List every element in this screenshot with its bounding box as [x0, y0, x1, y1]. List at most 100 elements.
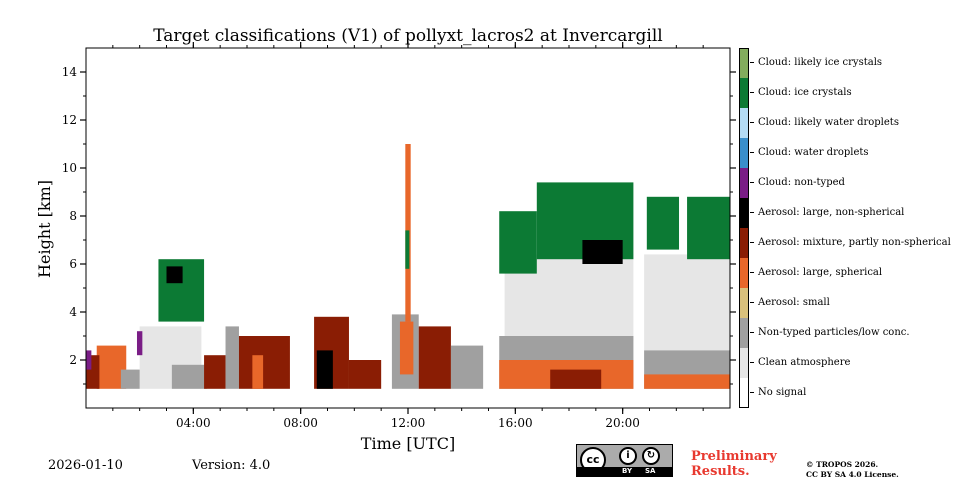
- legend-swatch: [739, 228, 749, 258]
- legend-item: Aerosol: small: [739, 288, 959, 318]
- y-tick-label: 10: [62, 161, 77, 175]
- legend-tick: [750, 212, 754, 213]
- y-tick-label: 6: [69, 257, 77, 271]
- y-tick-label: 12: [62, 113, 77, 127]
- class-region-8: [225, 326, 239, 389]
- class-region-12: [316, 350, 333, 389]
- x-tick-label: 12:00: [391, 416, 426, 430]
- class-region-32: [136, 331, 143, 356]
- x-tick-label: 08:00: [283, 416, 318, 430]
- legend-swatch: [739, 318, 749, 348]
- legend-label: Aerosol: small: [758, 297, 830, 308]
- x-tick-label: 04:00: [176, 416, 211, 430]
- legend-tick: [750, 302, 754, 303]
- preliminary-line-1: Preliminary: [691, 449, 777, 464]
- legend-item: Cloud: water droplets: [739, 138, 959, 168]
- footer-date: 2026-01-10: [48, 458, 123, 473]
- class-region-27: [644, 254, 730, 365]
- preliminary-line-2: Results.: [691, 464, 750, 479]
- legend-label: Cloud: likely water droplets: [758, 117, 899, 128]
- y-tick-label: 2: [69, 353, 77, 367]
- attribution-icon: i: [619, 447, 637, 465]
- legend-label: Aerosol: large, spherical: [758, 267, 883, 278]
- legend-swatch: [739, 288, 749, 318]
- colorbar-legend: Cloud: likely ice crystals Cloud: ice cry…: [739, 48, 959, 408]
- class-region-3: [166, 266, 183, 284]
- class-region-16: [418, 326, 451, 389]
- y-tick-label: 4: [69, 305, 77, 319]
- x-axis-label: Time [UTC]: [361, 434, 455, 453]
- legend-item: Aerosol: large, spherical: [739, 258, 959, 288]
- legend-swatch: [739, 108, 749, 138]
- class-region-15: [399, 321, 414, 375]
- legend-tick: [750, 272, 754, 273]
- y-tick-label: 8: [69, 209, 77, 223]
- x-axis: 04:00 08:00 12:00 16:00 20:00: [112, 42, 704, 430]
- legend-tick: [750, 392, 754, 393]
- legend-tick: [750, 152, 754, 153]
- legend-label: Aerosol: mixture, partly non-spherical: [758, 237, 951, 248]
- class-region-31: [687, 196, 730, 260]
- legend-label: Cloud: non-typed: [758, 177, 845, 188]
- legend-tick: [750, 92, 754, 93]
- class-region-26: [582, 240, 623, 264]
- footer-version: Version: 4.0: [192, 458, 271, 473]
- cc-sa-label: SA: [645, 467, 656, 475]
- class-region-7: [204, 355, 226, 389]
- legend-swatch: [739, 48, 749, 78]
- class-region-17: [450, 345, 484, 389]
- legend-item: Cloud: likely ice crystals: [739, 48, 959, 78]
- legend-swatch: [739, 198, 749, 228]
- copyright-line-2: CC BY SA 4.0 License.: [806, 470, 899, 479]
- copyright-line-1: © TROPOS 2026.: [806, 460, 879, 469]
- legend-item: Cloud: ice crystals: [739, 78, 959, 108]
- legend-swatch: [739, 78, 749, 108]
- legend-item: Clean atmosphere: [739, 348, 959, 378]
- chart-title: Target classifications (V1) of pollyxt_l…: [153, 26, 663, 46]
- legend-tick: [750, 62, 754, 63]
- legend-label: Cloud: ice crystals: [758, 87, 852, 98]
- legend-item: Aerosol: mixture, partly non-spherical: [739, 228, 959, 258]
- legend-tick: [750, 122, 754, 123]
- legend-swatch: [739, 378, 749, 408]
- cc-license-badge: cc i ↻ BY SA: [576, 444, 673, 477]
- y-axis: 2 4 6 8 10 12 14: [62, 65, 736, 385]
- legend-swatch: [739, 168, 749, 198]
- cc-by-label: BY: [622, 467, 633, 475]
- copyright-notice: © TROPOS 2026. CC BY SA 4.0 License.: [806, 460, 899, 480]
- class-region-19: [405, 230, 410, 269]
- legend-swatch: [739, 258, 749, 288]
- class-region-9: [238, 336, 290, 389]
- classification-layer: [86, 144, 730, 389]
- class-region-1: [171, 364, 207, 389]
- legend-label: Cloud: likely ice crystals: [758, 57, 883, 68]
- legend-tick: [750, 332, 754, 333]
- legend-tick: [750, 362, 754, 363]
- class-region-23: [550, 369, 602, 389]
- y-axis-label: Height [km]: [35, 180, 54, 278]
- y-tick-label: 14: [62, 65, 78, 79]
- legend-tick: [750, 242, 754, 243]
- x-tick-label: 20:00: [605, 416, 640, 430]
- legend-item: Non-typed particles/low conc.: [739, 318, 959, 348]
- legend-item: Cloud: non-typed: [739, 168, 959, 198]
- class-region-6: [120, 369, 140, 389]
- cc-strip: [577, 467, 672, 476]
- legend-item: Aerosol: large, non-spherical: [739, 198, 959, 228]
- class-region-10: [252, 355, 264, 389]
- x-tick-label: 16:00: [498, 416, 533, 430]
- legend-label: Clean atmosphere: [758, 357, 851, 368]
- legend-swatch: [739, 348, 749, 378]
- share-alike-icon: ↻: [642, 447, 660, 465]
- legend-tick: [750, 182, 754, 183]
- class-region-33: [86, 350, 92, 370]
- class-region-29: [644, 374, 730, 389]
- colorbar-frame: [739, 48, 749, 408]
- legend-swatch: [739, 138, 749, 168]
- legend-label: Aerosol: large, non-spherical: [758, 207, 905, 218]
- class-region-30: [646, 196, 680, 250]
- legend-label: No signal: [758, 387, 807, 398]
- class-region-24: [499, 211, 537, 274]
- legend-label: Non-typed particles/low conc.: [758, 327, 910, 338]
- legend-label: Cloud: water droplets: [758, 147, 869, 158]
